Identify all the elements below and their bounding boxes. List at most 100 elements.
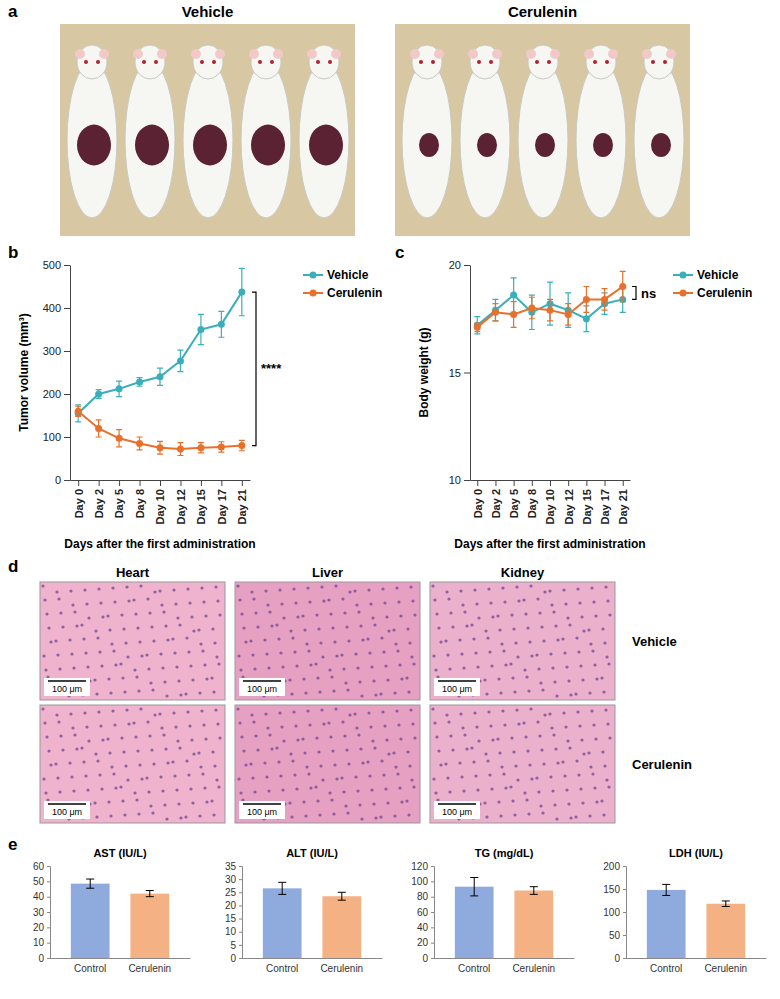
data-point	[238, 289, 245, 296]
histology-nucleus	[360, 694, 363, 697]
histology-nucleus	[593, 663, 596, 666]
histology-nucleus	[542, 762, 545, 765]
histology-nucleus	[380, 759, 383, 762]
histology-nucleus	[290, 815, 293, 818]
histology-nucleus	[514, 641, 517, 644]
histology-nucleus	[445, 590, 448, 593]
y-axis-title: Body weight (g)	[417, 328, 431, 418]
histology-nucleus	[405, 799, 408, 802]
histology-nucleus	[465, 624, 468, 627]
histology-nucleus	[279, 774, 282, 777]
histology-nucleus	[107, 677, 110, 680]
histology-nucleus	[251, 776, 254, 779]
histology-nucleus	[606, 722, 609, 725]
histology-nucleus	[335, 654, 338, 657]
histology-nucleus	[536, 720, 539, 723]
data-point	[619, 283, 626, 290]
tumor	[135, 125, 169, 166]
histology-nucleus	[101, 615, 104, 618]
histology-nucleus	[147, 667, 150, 670]
error-bar	[338, 892, 346, 900]
error-bar	[474, 317, 480, 334]
y-tick: 40	[417, 922, 434, 933]
histology-nucleus	[189, 664, 192, 667]
histology-nucleus	[343, 611, 346, 614]
histology-nucleus	[244, 763, 247, 766]
histology-nucleus	[215, 778, 218, 781]
histology-nucleus	[569, 816, 572, 819]
bar-chart: LDH (IU/L)050100150200ControlCerulenin	[603, 847, 766, 974]
x-axis-line	[51, 958, 191, 959]
histology-nucleus	[55, 590, 58, 593]
histology-nucleus	[344, 804, 347, 807]
histology-nucleus	[522, 598, 525, 601]
error-bar	[602, 289, 608, 311]
scale-bar	[243, 680, 281, 682]
histology-nucleus	[73, 733, 76, 736]
histology-nucleus	[179, 816, 182, 819]
histology-nucleus	[581, 801, 584, 804]
photo-title: Cerulenin	[508, 3, 577, 20]
histology-nucleus	[98, 773, 101, 776]
histology-nucleus	[393, 814, 396, 817]
y-tick: 300	[43, 345, 70, 357]
histology-nucleus	[398, 663, 401, 666]
y-tick-mark	[239, 866, 242, 867]
histology-nucleus	[101, 738, 104, 741]
x-tick: Control	[650, 958, 682, 974]
histology-nucleus	[211, 627, 214, 630]
histology-nucleus	[373, 746, 376, 749]
x-tick: Day 0	[73, 480, 85, 518]
histology-nucleus	[575, 636, 578, 639]
photo-title: Vehicle	[182, 3, 234, 20]
chart-title: LDH (IU/L)	[669, 847, 723, 859]
histology-nucleus	[490, 664, 493, 667]
histology-nucleus	[497, 677, 500, 680]
histology-nucleus	[184, 692, 187, 695]
histology-nucleus	[361, 761, 364, 764]
data-point	[601, 296, 608, 303]
error-bar	[565, 304, 571, 326]
tumor	[419, 133, 439, 157]
histology-nucleus	[496, 614, 499, 617]
histology-nucleus	[330, 675, 333, 678]
histology-nucleus	[576, 710, 579, 713]
data-point	[510, 311, 517, 318]
y-tick: 15	[449, 367, 470, 379]
histology-nucleus	[174, 602, 177, 605]
x-tick-label: Day 21	[236, 489, 248, 524]
histology-nucleus	[244, 640, 247, 643]
histology-nucleus	[503, 723, 506, 726]
histology-nucleus	[202, 723, 205, 726]
y-tick-label: 20	[33, 922, 45, 933]
histology-nucleus	[606, 599, 609, 602]
histology-nucleus	[122, 627, 125, 630]
histology-nucleus	[605, 655, 608, 658]
histology-nucleus	[462, 666, 465, 669]
histology-nucleus	[432, 777, 435, 780]
histology-nucleus	[329, 735, 332, 738]
histology-nucleus	[172, 588, 175, 591]
histology-nucleus	[47, 749, 50, 752]
histology-nucleus	[460, 652, 463, 655]
histology-nucleus	[322, 722, 325, 725]
histology-nucleus	[212, 690, 215, 693]
histology-nucleus	[356, 789, 359, 792]
histology-nucleus	[108, 751, 111, 754]
error-bar	[278, 882, 286, 894]
histology-nucleus	[594, 737, 597, 740]
mouse-eye	[605, 60, 609, 64]
histology-nucleus	[126, 655, 129, 658]
histology-nucleus	[475, 602, 478, 605]
histology-nucleus	[498, 751, 501, 754]
mouse-ear	[75, 49, 85, 59]
histology-nucleus	[95, 692, 98, 695]
histology-nucleus	[59, 611, 62, 614]
histology-nucleus	[394, 765, 397, 768]
histology-nucleus	[563, 774, 566, 777]
histology-nucleus	[316, 799, 319, 802]
histology-nucleus	[177, 802, 180, 805]
column-header: Heart	[116, 565, 150, 580]
data-point	[238, 442, 245, 449]
mouse-ear	[550, 49, 560, 59]
